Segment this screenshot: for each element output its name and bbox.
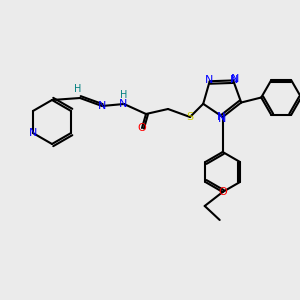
Text: N: N xyxy=(119,99,127,109)
Text: N: N xyxy=(29,128,37,138)
Text: N: N xyxy=(230,75,238,85)
Text: H: H xyxy=(74,84,82,94)
Text: N: N xyxy=(218,114,226,124)
Text: N: N xyxy=(98,101,106,111)
Text: N: N xyxy=(231,74,239,84)
Text: H: H xyxy=(120,90,128,100)
Text: O: O xyxy=(138,123,146,133)
Text: S: S xyxy=(186,112,194,122)
Text: N: N xyxy=(217,112,225,122)
Text: O: O xyxy=(218,187,227,197)
Text: N: N xyxy=(205,75,213,85)
